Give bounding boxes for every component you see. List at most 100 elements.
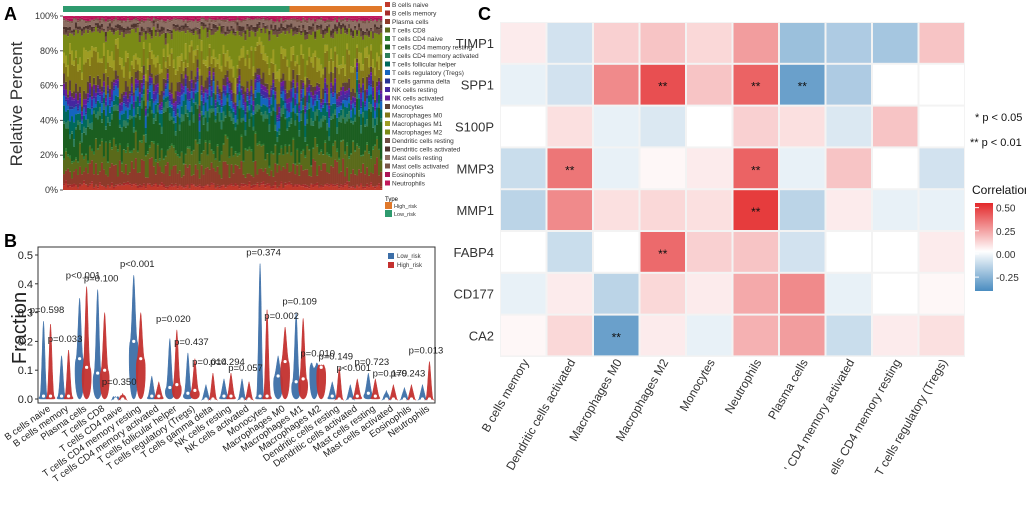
stack-segment xyxy=(70,23,74,31)
stack-segment xyxy=(376,117,379,125)
stack-segment xyxy=(282,29,285,32)
stack-segment xyxy=(220,99,223,104)
stack-segment xyxy=(196,45,199,50)
stack-segment xyxy=(374,145,377,165)
stack-segment xyxy=(210,17,213,20)
stack-segment xyxy=(356,175,359,185)
stack-segment xyxy=(142,94,146,101)
stack-segment xyxy=(358,52,361,64)
violin-low-risk xyxy=(237,378,247,401)
stack-segment xyxy=(166,96,169,101)
stack-segment xyxy=(176,188,179,190)
heatmap-cell xyxy=(919,315,964,356)
stack-segment xyxy=(242,94,245,99)
stack-segment xyxy=(228,21,231,23)
stack-segment xyxy=(92,16,96,19)
stack-segment xyxy=(332,16,335,19)
stack-segment xyxy=(134,18,138,21)
stack-segment xyxy=(132,16,136,20)
stack-segment xyxy=(360,125,363,134)
stack-segment xyxy=(338,105,341,107)
stack-segment xyxy=(78,143,82,167)
stack-segment xyxy=(92,89,96,97)
stack-segment xyxy=(282,90,285,101)
violin-low-risk-median xyxy=(258,394,262,398)
stack-segment xyxy=(346,184,349,190)
stack-segment xyxy=(164,18,167,22)
stack-segment xyxy=(196,18,199,22)
stack-segment xyxy=(178,96,181,102)
stack-segment xyxy=(324,119,327,141)
stack-segment xyxy=(214,94,217,100)
stack-segment xyxy=(168,94,171,100)
stack-segment xyxy=(64,21,68,27)
stack-segment xyxy=(242,18,245,20)
stack-segment xyxy=(94,47,98,52)
stack-segment xyxy=(152,102,156,114)
stack-segment xyxy=(70,109,74,117)
heatmap-cell xyxy=(594,315,639,356)
stack-segment xyxy=(222,19,225,22)
stack-segment xyxy=(116,21,120,25)
stack-segment xyxy=(300,110,303,114)
stack-segment xyxy=(348,158,351,182)
stack-segment xyxy=(146,81,150,90)
row-label: FABP4 xyxy=(454,245,494,260)
stack-segment xyxy=(146,184,150,190)
stack-segment xyxy=(292,46,295,55)
stack-segment xyxy=(238,31,241,36)
stack-segment xyxy=(198,143,201,162)
stack-segment xyxy=(262,114,265,122)
stack-segment xyxy=(116,96,120,106)
stack-segment xyxy=(150,77,154,81)
stack-segment xyxy=(168,33,171,55)
legend-label: Low_risk xyxy=(397,254,422,260)
stack-segment xyxy=(104,22,108,32)
stack-segment xyxy=(64,32,68,35)
stack-segment xyxy=(104,41,108,70)
stack-segment xyxy=(336,26,339,32)
stack-segment xyxy=(96,85,100,88)
stack-segment xyxy=(312,121,315,126)
violin-low-risk-median xyxy=(384,397,388,401)
stack-segment xyxy=(320,17,323,21)
stack-segment xyxy=(116,38,120,49)
stack-segment xyxy=(374,67,377,76)
stack-segment xyxy=(184,105,187,114)
stack-segment xyxy=(158,21,161,30)
stack-segment xyxy=(102,16,106,17)
stack-segment xyxy=(240,95,243,108)
stack-segment xyxy=(270,151,273,154)
stack-segment xyxy=(248,146,251,150)
stack-segment xyxy=(342,16,345,19)
stack-segment xyxy=(268,185,271,190)
stack-segment xyxy=(318,16,321,20)
stack-segment xyxy=(104,141,108,143)
stack-segment xyxy=(274,18,277,22)
stack-segment xyxy=(266,92,269,98)
stack-segment xyxy=(150,98,154,111)
stack-segment xyxy=(206,185,209,190)
stack-segment xyxy=(340,24,343,30)
stack-segment xyxy=(322,99,325,103)
stack-segment xyxy=(342,140,345,159)
heatmap-cell xyxy=(826,64,871,105)
stack-segment xyxy=(130,21,134,25)
stack-segment xyxy=(374,32,377,68)
stack-segment xyxy=(306,145,309,170)
stack-segment xyxy=(220,151,223,155)
stack-segment xyxy=(238,68,241,76)
stack-segment xyxy=(258,44,261,69)
stack-segment xyxy=(312,105,315,112)
stack-segment xyxy=(194,20,197,28)
stack-segment xyxy=(266,18,269,21)
stack-segment xyxy=(296,115,299,149)
stack-segment xyxy=(284,168,287,183)
stack-segment xyxy=(344,185,347,190)
stack-segment xyxy=(184,74,187,79)
stack-segment xyxy=(216,17,219,19)
stack-segment xyxy=(346,100,349,108)
stack-segment xyxy=(76,103,80,109)
stack-segment xyxy=(128,95,132,103)
stack-segment xyxy=(300,93,303,99)
